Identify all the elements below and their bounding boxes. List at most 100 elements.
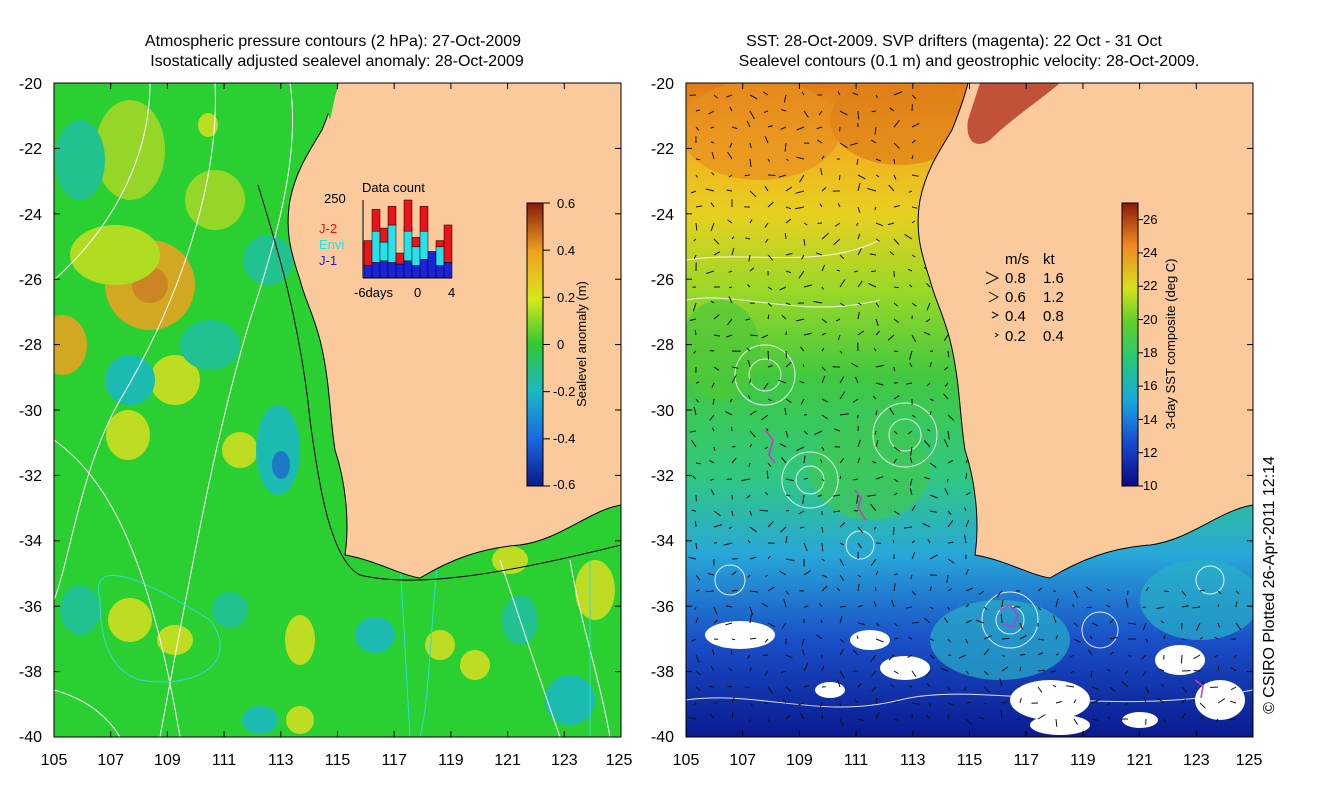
velocity-vector [731,638,736,641]
velocity-vector [803,605,809,608]
velocity-vector [857,542,862,549]
left-y-tick: -36 [19,599,42,616]
sla-cb-tick: -0.2 [553,384,575,399]
left-y-tick: -24 [19,207,42,224]
velocity-vector [713,314,720,320]
velocity-vector [1019,666,1022,672]
velocity-vector [965,587,974,592]
velocity-vector [821,286,824,290]
left-y-tick: -40 [19,729,42,746]
velocity-vector [947,588,952,592]
velocity-vector [785,714,790,720]
velocity-vector [857,622,865,625]
velocity-vector [1073,622,1079,627]
velocity-vector [1001,600,1004,608]
velocity-vector [803,284,813,288]
inset-bar-envi [411,246,421,266]
velocity-vector [893,583,896,592]
inset-bar-j1 [395,263,405,279]
velocity-vector [1019,634,1027,640]
velocity-vector [911,334,917,343]
velocity-vector [767,125,773,128]
velocity-vector [713,238,720,245]
sst-cb-tick: 16 [1143,378,1157,393]
pressure-contours [54,83,611,737]
velocity-vector [798,270,805,279]
velocity-vector [839,558,845,566]
velocity-vector [1199,636,1203,640]
velocity-vector [767,314,770,320]
velocity-vector [875,302,880,308]
velocity-vector [947,606,950,611]
velocity-vector [713,446,716,451]
velocity-vector [1193,654,1201,660]
velocity-vector [893,478,899,483]
velocity-vector [839,522,846,528]
sla-colorbar-bar [526,202,544,487]
velocity-vector [709,460,715,464]
left-title-line1: Atmospheric pressure contours (2 hPa): 2… [145,33,521,50]
velocity-vector [694,330,697,336]
left-y-tick: -20 [19,76,42,93]
left-x-tick: 109 [154,752,181,769]
velocity-vector [874,126,877,135]
right-title-line1: SST: 28-Oct-2009. SVP drifters (magenta)… [746,33,1162,50]
velocity-vector [1055,598,1059,608]
warm-nw-shelf [967,83,1060,144]
velocity-vector [893,286,899,289]
velocity-vector [978,590,985,595]
velocity-vector [767,302,772,307]
velocity-vector [1235,601,1238,608]
velocity-vector [868,282,877,288]
velocity-vector [875,94,878,99]
sst-cb-tick: 24 [1143,245,1157,260]
right-x-tick: 125 [1236,752,1263,769]
sla-cb-tick: 0.6 [557,196,575,211]
velocity-vector [983,702,988,705]
right-y-tick: -28 [651,337,674,354]
velocity-vector [799,380,805,384]
velocity-vector [856,222,859,227]
velocity-vector [796,156,805,160]
velocity-vector [1073,718,1079,725]
velocity-legend-kt: 1.2 [1043,289,1064,306]
velocity-vector [695,205,703,208]
velocity-vector [815,252,823,256]
velocity-vector [857,604,863,608]
velocity-vector [875,410,878,416]
velocity-vector [749,556,757,560]
inset-bar-j1 [363,265,373,279]
velocity-vector [693,238,697,242]
velocity-vector [763,382,769,390]
velocity-vector [965,473,968,480]
velocity-vector [749,637,757,640]
velocity-vector [821,187,827,192]
inset-bar-envi [371,230,381,263]
velocity-vector [767,686,774,694]
velocity-vector [803,332,812,336]
velocity-vector [943,393,949,400]
velocity-vector [839,413,849,416]
velocity-vector [692,475,697,480]
inset-bar-j1 [435,265,445,279]
velocity-vector [839,605,846,608]
inset-bar-j1 [411,265,421,279]
velocity-vector [926,682,931,688]
velocity-vector [857,206,861,214]
velocity-vector [835,318,841,322]
velocity-vector [839,542,845,546]
velocity-vector [875,439,879,448]
velocity-vector [1181,712,1186,720]
velocity-vector [731,570,737,576]
velocity-vector [983,670,989,676]
velocity-vector [929,510,937,513]
velocity-vector [893,526,895,536]
velocity-vector [746,654,751,660]
velocity-vector [1199,702,1206,709]
velocity-vector [947,638,951,643]
velocity-vector [875,697,878,704]
right-x-tick: 119 [1070,752,1096,769]
velocity-vector [963,686,967,692]
right-y-tick: -20 [651,76,674,93]
legend-arrow-0-6 [988,291,1000,303]
